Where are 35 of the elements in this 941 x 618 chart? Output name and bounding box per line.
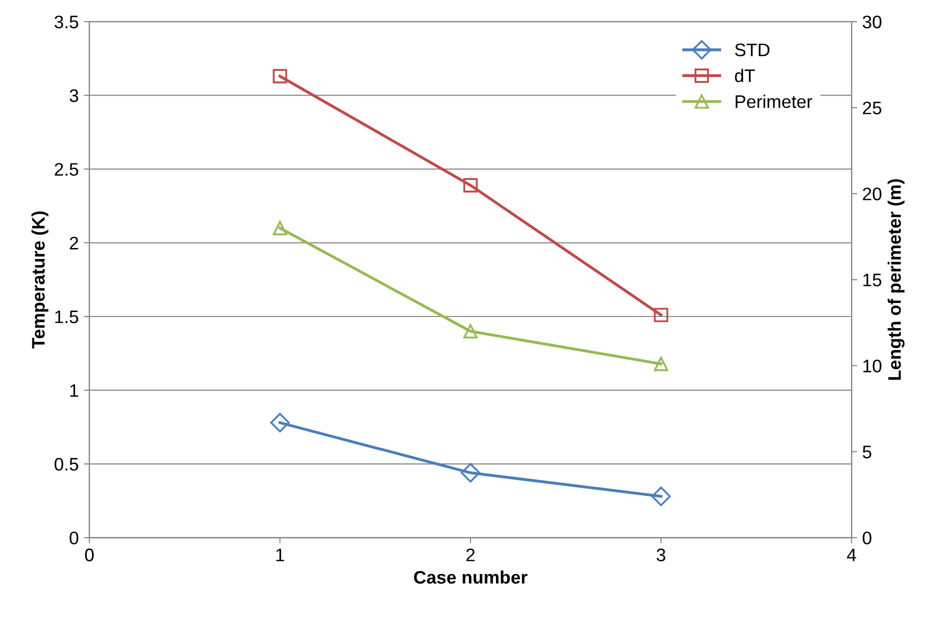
y2-tick-label: 20 [862,188,882,200]
point [654,308,668,322]
y2-tick-label: 25 [862,102,882,114]
x-tick-label: 3 [656,548,666,562]
point [651,486,671,506]
point [463,178,478,192]
legend-label: Perimeter [736,94,812,108]
y2-tick-label: 10 [863,360,882,372]
y-tick-label: 1.5 [55,310,78,324]
point [463,324,478,338]
y-tick-label: 3.5 [54,16,78,28]
legend-label: STD [735,44,770,56]
y-tick-label: 2 [70,236,78,250]
y2-tick-label: 5 [862,446,872,458]
y-tick-label: 1 [70,384,78,397]
x-tick-label: 1 [276,548,284,562]
y2-axis-title: Length of perimeter (m) [888,179,905,380]
y2-tick-label: 15 [863,274,882,286]
y-tick-label: 0.5 [54,458,78,471]
x-axis-title: Case number [414,570,528,584]
legend-label: dT [734,68,755,82]
point [272,220,288,236]
y2-tick-label: 0 [862,532,872,544]
x-tick-label: 2 [466,548,475,562]
y-tick-label: 0 [70,532,78,544]
point [272,69,288,84]
point [270,412,290,432]
point [460,463,480,483]
y2-tick-label: 30 [862,16,882,28]
point [654,356,668,372]
x-tick-label: 0 [85,548,94,562]
y-tick-label: 3 [70,89,78,102]
y-axis-title: Temperature (K) [31,211,48,348]
y-tick-label: 2.5 [54,163,78,176]
x-tick-label: 4 [847,548,856,562]
